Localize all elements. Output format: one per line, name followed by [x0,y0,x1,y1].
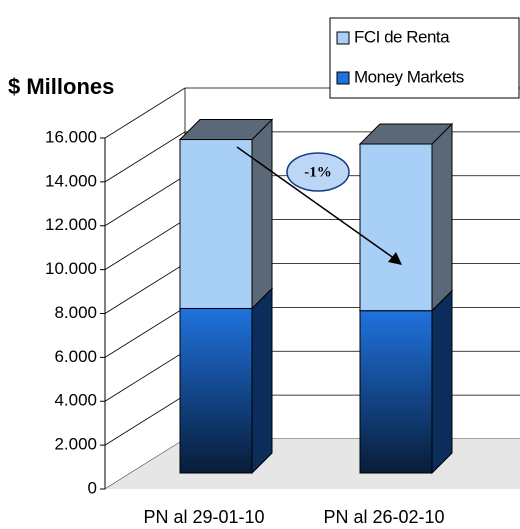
x-tick-label: PN al 29-01-10 [143,507,264,527]
y-tick-label: 16.000 [45,127,97,146]
grid-line [104,219,520,270]
shade [360,310,432,473]
grid-line [104,263,520,314]
bar [179,139,253,309]
y-tick-label: 12.000 [45,215,97,234]
annotation-bubble [286,152,350,192]
x-tick-label: PN al 26-02-10 [323,507,444,527]
y-tick-label: 10.000 [45,259,97,278]
y-tick-label: 8.000 [54,303,97,322]
grid-line [104,394,520,446]
arrow-head [388,252,402,265]
y-tick-label: 6.000 [54,347,97,366]
bar-top [178,119,274,141]
bar-side [251,287,273,475]
floor [105,439,520,489]
y-axis-label: $ Millones [8,74,114,99]
y-tick-label: 0 [88,478,97,497]
arrow [236,146,396,260]
grid-line [104,306,520,358]
y-tick-label: 14.000 [45,171,97,190]
legend-label: FCI de Renta [354,27,450,46]
bar-side [251,118,273,310]
bar-side [431,122,453,312]
legend-swatch [336,71,350,85]
legend [329,17,520,99]
grid-line [104,350,520,402]
legend-label: Money Markets [354,67,464,86]
annotation: -1% [304,164,332,180]
grid [100,87,520,490]
bar-top [358,123,454,145]
legend-items: FCI de Renta Money Markets [336,27,464,86]
y-tick-label: 4.000 [54,391,97,410]
shade [180,308,252,473]
y-tick-label: 2.000 [54,435,97,454]
bar-side [431,289,453,475]
bars [178,118,454,475]
legend-swatch [336,31,350,45]
bar [359,143,433,312]
